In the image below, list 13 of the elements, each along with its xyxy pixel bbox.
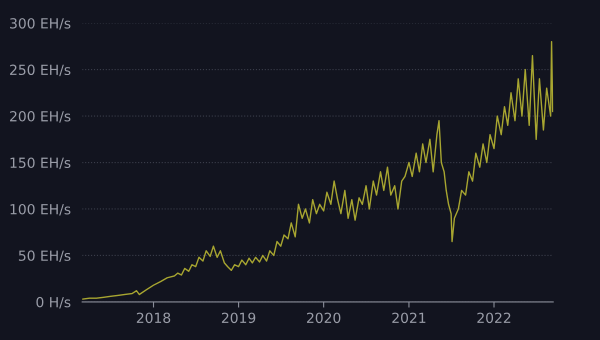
x-tick-label: 2020 <box>306 312 340 324</box>
line-series <box>82 41 554 300</box>
y-tick-label: 100 EH/s <box>10 204 70 216</box>
x-tick-label: 2018 <box>136 312 170 324</box>
y-tick-label: 300 EH/s <box>10 18 70 30</box>
x-tick-label: 2019 <box>222 312 256 324</box>
y-tick-label: 0 H/s <box>36 296 70 308</box>
y-tick-label: 50 EH/s <box>18 250 70 262</box>
x-tick-label: 2022 <box>477 312 510 324</box>
y-tick-label: 250 EH/s <box>10 64 70 76</box>
x-tick-label: 2021 <box>392 312 426 324</box>
y-tick-label: 150 EH/s <box>10 157 70 170</box>
y-tick-label: 200 EH/s <box>10 111 70 123</box>
